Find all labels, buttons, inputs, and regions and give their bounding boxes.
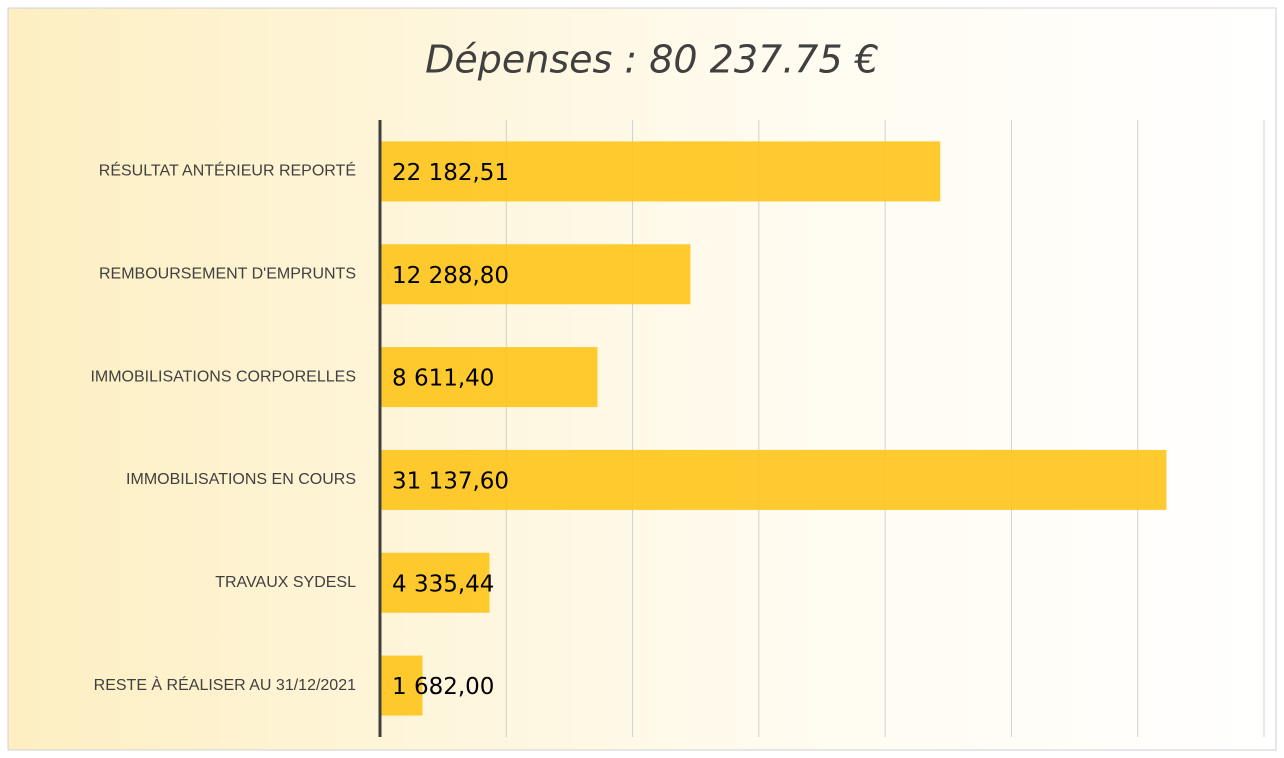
bar [380, 552, 490, 613]
y-tick-label: TRAVAUX SYDESL [215, 574, 356, 591]
bar [380, 141, 941, 202]
y-tick-label: IMMOBILISATIONS CORPORELLES [90, 368, 356, 385]
bar [380, 347, 598, 408]
y-tick-label: REMBOURSEMENT D'EMPRUNTS [99, 265, 356, 282]
value-label: 22 182,51 [392, 160, 509, 186]
value-label: 8 611,40 [392, 366, 494, 392]
value-label: 12 288,80 [392, 263, 509, 289]
y-tick-label: IMMOBILISATIONS EN COURS [126, 471, 356, 488]
chart-frame [7, 7, 1277, 751]
bar [380, 655, 423, 716]
value-label: 4 335,44 [392, 571, 494, 597]
bar [380, 449, 1167, 510]
y-tick-label: RÉSULTAT ANTÉRIEUR REPORTÉ [99, 161, 356, 180]
value-label: 1 682,00 [392, 674, 494, 700]
value-label: 31 137,60 [392, 468, 509, 494]
chart-title: Dépenses : 80 237.75 € [425, 38, 879, 82]
y-tick-label: RESTE À RÉALISER AU 31/12/2021 [94, 675, 356, 694]
bar [380, 244, 691, 305]
